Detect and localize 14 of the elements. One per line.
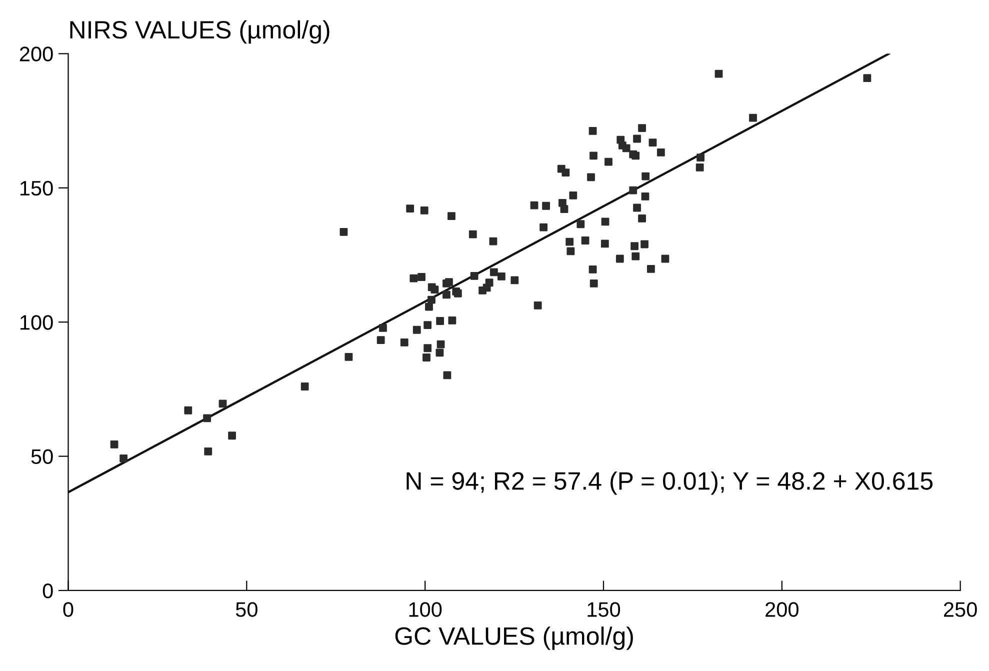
x-tick-label: 150: [588, 602, 620, 617]
x-tick-label: 50: [236, 602, 258, 617]
x-tick-label: 200: [766, 602, 798, 617]
y-tick-label: 200: [20, 46, 53, 62]
y-tick-label: 150: [20, 180, 53, 196]
y-tick-label: 100: [20, 315, 53, 330]
x-tick-label: 0: [63, 602, 74, 617]
y-axis-title: NIRS VALUES (µmol/g): [70, 20, 330, 44]
y-tick-label: 0: [42, 583, 53, 598]
x-tick-label: 250: [944, 602, 977, 617]
y-tick-label: 50: [31, 449, 53, 464]
annotation: N = 94; R2 = 57.4 (P = 0.01); Y = 48.2 + X0.615: [406, 471, 933, 495]
x-axis-title: GC VALUES (µmol/g): [395, 626, 633, 650]
x-tick-label: 100: [409, 602, 442, 617]
